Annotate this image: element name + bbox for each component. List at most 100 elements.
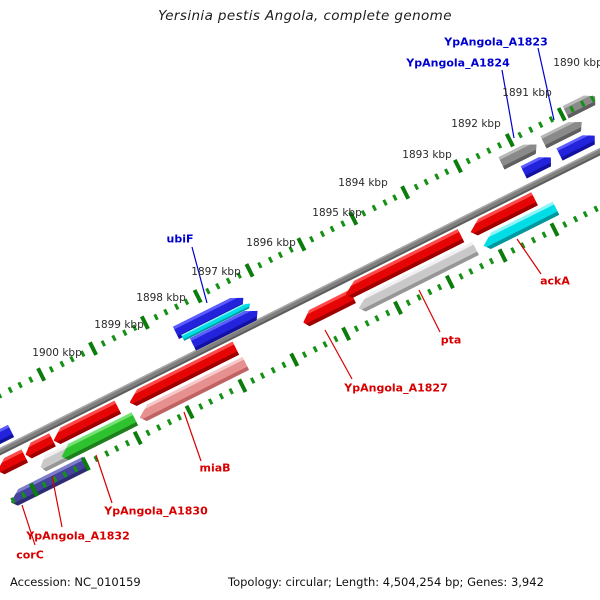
tick-mark-outer xyxy=(28,376,34,384)
tick-mark-outer xyxy=(392,194,398,201)
tick-mark-inner xyxy=(228,387,235,395)
tick-mark-outer xyxy=(152,313,159,321)
tick-mark-inner xyxy=(114,445,120,452)
tick-mark-inner xyxy=(218,392,224,400)
tick-mark-inner xyxy=(103,450,110,457)
gene-label-pta: pta xyxy=(440,333,462,347)
tick-mark-outer xyxy=(517,131,523,139)
tick-mark-outer xyxy=(548,116,554,123)
tick-mark-outer xyxy=(382,199,388,207)
kbp-tick-mark-inner xyxy=(341,326,352,341)
tick-mark-inner xyxy=(270,366,276,374)
footer-topology: Topology: circular; Length: 4,504,254 bp… xyxy=(228,575,544,589)
tick-mark-outer xyxy=(465,157,471,165)
ruler-label-1900: 1900 kbp xyxy=(32,347,82,359)
tick-mark-outer xyxy=(496,142,502,149)
tick-mark-inner xyxy=(145,429,152,437)
tick-mark-outer xyxy=(475,152,482,160)
kbp-tick-mark-outer xyxy=(504,133,515,148)
tick-mark-outer xyxy=(225,277,232,285)
footer-accession: Accession: NC_010159 xyxy=(10,575,141,589)
tick-mark-inner xyxy=(208,398,214,405)
kbp-tick-mark-outer xyxy=(36,367,47,382)
tick-mark-outer xyxy=(434,173,440,181)
kbp-tick-mark-outer xyxy=(452,159,463,174)
ruler-label-1898: 1898 kbp xyxy=(136,292,186,304)
tick-mark-outer xyxy=(361,209,367,217)
tick-mark-outer xyxy=(444,168,450,175)
ruler-label-1891: 1891 kbp xyxy=(502,87,552,99)
tick-mark-inner xyxy=(489,257,495,265)
tick-mark-outer xyxy=(413,183,419,191)
tick-mark-outer xyxy=(59,360,65,368)
tick-mark-outer xyxy=(173,303,180,311)
gene-label-YpAngola_A1830: YpAngola_A1830 xyxy=(104,504,208,518)
tick-mark-inner xyxy=(405,299,412,306)
tick-mark-inner xyxy=(322,340,329,348)
genome-strip xyxy=(0,31,600,532)
tick-mark-outer xyxy=(538,121,544,129)
ruler-label-1894: 1894 kbp xyxy=(338,177,388,189)
tick-mark-outer xyxy=(48,365,55,373)
tick-mark-outer xyxy=(371,204,377,212)
gene-arrow-red-left-edge[interactable] xyxy=(0,449,28,476)
kbp-tick-mark-inner xyxy=(549,222,560,237)
kbp-tick-mark-outer xyxy=(400,185,411,200)
map-title: Yersinia pestis Angola, complete genome xyxy=(158,8,452,24)
tick-mark-inner xyxy=(93,455,99,463)
tick-mark-outer xyxy=(257,261,263,269)
gene-label-corC: corC xyxy=(16,548,44,562)
tick-mark-outer xyxy=(267,256,273,264)
tick-mark-outer xyxy=(163,308,169,316)
tick-mark-inner xyxy=(468,268,474,275)
tick-mark-outer xyxy=(309,235,315,243)
gene-label-YpAngola_A1827: YpAngola_A1827 xyxy=(344,381,448,395)
tick-mark-outer xyxy=(0,391,3,399)
tick-mark-outer xyxy=(329,225,336,233)
ruler-label-1895: 1895 kbp xyxy=(312,207,362,219)
kbp-tick-mark-inner xyxy=(393,300,404,315)
tick-mark-outer xyxy=(215,282,221,290)
tick-mark-inner xyxy=(478,262,485,270)
tick-mark-inner xyxy=(520,241,526,249)
tick-mark-inner xyxy=(572,215,578,223)
tick-mark-inner xyxy=(510,247,516,254)
gene-label-ubiF: ubiF xyxy=(166,232,194,246)
tick-mark-inner xyxy=(426,288,433,296)
tick-mark-outer xyxy=(277,251,284,259)
tick-mark-inner xyxy=(197,403,204,411)
tick-mark-inner xyxy=(260,372,266,379)
tick-mark-inner xyxy=(457,273,464,280)
kbp-tick-mark-outer xyxy=(244,263,255,278)
tick-mark-inner xyxy=(156,424,162,431)
tick-mark-outer xyxy=(205,287,211,295)
tick-mark-inner xyxy=(364,320,370,327)
tick-mark-inner xyxy=(437,283,443,291)
gene-label-YpAngola_A1823: YpAngola_A1823 xyxy=(444,35,548,49)
tick-mark-outer xyxy=(7,386,13,394)
tick-mark-inner xyxy=(124,439,131,447)
ruler-label-1896: 1896 kbp xyxy=(246,237,296,249)
ruler-label-1899: 1899 kbp xyxy=(94,319,144,331)
tick-mark-inner xyxy=(280,361,287,369)
ruler-label-1893: 1893 kbp xyxy=(402,149,452,161)
gene-label-YpAngola_A1824: YpAngola_A1824 xyxy=(406,56,510,70)
tick-mark-inner xyxy=(301,351,308,359)
tick-mark-inner xyxy=(166,418,172,426)
tick-mark-inner xyxy=(249,377,256,385)
kbp-tick-mark-outer xyxy=(88,341,99,356)
tick-mark-inner xyxy=(312,346,318,353)
gene-label-miaB: miaB xyxy=(199,461,231,475)
kbp-tick-mark-inner xyxy=(185,404,195,420)
gene-label-ackA: ackA xyxy=(540,274,570,288)
kbp-tick-mark-outer xyxy=(192,289,203,304)
tick-mark-inner xyxy=(385,309,391,317)
tick-mark-inner xyxy=(541,231,547,239)
tick-mark-outer xyxy=(111,334,117,342)
tick-mark-outer xyxy=(423,178,430,186)
kbp-tick-mark-inner xyxy=(445,274,456,289)
tick-mark-inner xyxy=(353,325,360,332)
tick-mark-inner xyxy=(333,335,339,343)
ruler-label-1892: 1892 kbp xyxy=(451,118,501,130)
